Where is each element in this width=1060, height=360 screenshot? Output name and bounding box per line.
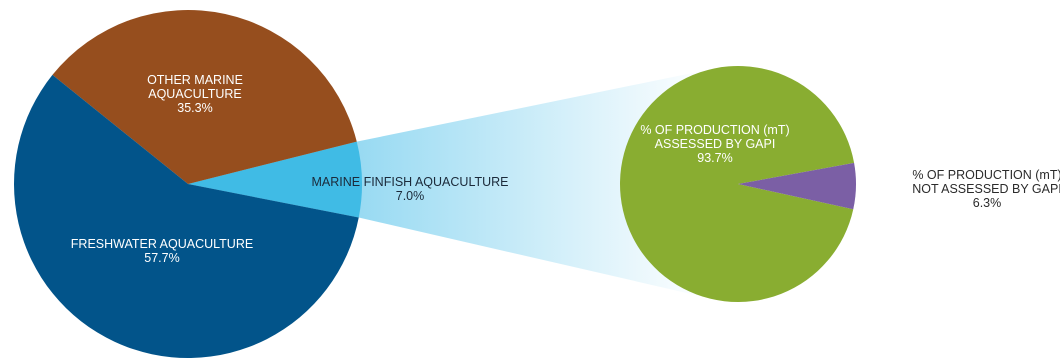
sub-pie [619,66,856,303]
slice-label-other-marine-line: OTHER MARINE [147,73,243,87]
slice-label-other-marine-line: 35.3% [177,101,212,115]
sub-pie-slice-assessed [619,66,855,303]
slice-label-marine-finfish-line: MARINE FINFISH AQUACULTURE [311,175,508,189]
main-pie [13,9,362,358]
slice-label-freshwater-line: 57.7% [144,251,179,265]
connector-layer [188,69,710,297]
slice-label-not-assessed-line: % OF PRODUCTION (mT) [912,168,1060,182]
slice-label-marine-finfish: MARINE FINFISH AQUACULTURE 7.0% [311,175,508,203]
slice-label-assessed-line: % OF PRODUCTION (mT) [640,123,789,137]
slice-label-not-assessed-line: NOT ASSESSED BY GAPI [912,182,1060,196]
main-pie-slice-other-marine [52,9,357,184]
label-layer: OTHER MARINE AQUACULTURE 35.3% MARINE FINFI… [71,73,1060,265]
main-pie-slice-freshwater [13,74,359,358]
slice-label-freshwater-line: FRESHWATER AQUACULTURE [71,237,253,251]
slice-label-marine-finfish-line: 7.0% [396,189,425,203]
sub-pie-slice-not-assessed [738,162,856,210]
slice-label-freshwater: FRESHWATER AQUACULTURE 57.7% [71,237,253,265]
main-pie-slice-marine-finfish [188,141,362,218]
slice-label-assessed-line: ASSESSED BY GAPI [655,137,776,151]
slice-label-other-marine: OTHER MARINE AQUACULTURE 35.3% [147,73,243,115]
slice-label-not-assessed-line: 6.3% [973,196,1002,210]
slice-label-other-marine-line: AQUACULTURE [148,87,242,101]
slice-label-assessed: % OF PRODUCTION (mT) ASSESSED BY GAPI 93.7… [640,123,789,165]
breakdown-connector [188,69,710,297]
slice-label-assessed-line: 93.7% [697,151,732,165]
slice-label-not-assessed: % OF PRODUCTION (mT) NOT ASSESSED BY GAPI… [912,168,1060,210]
